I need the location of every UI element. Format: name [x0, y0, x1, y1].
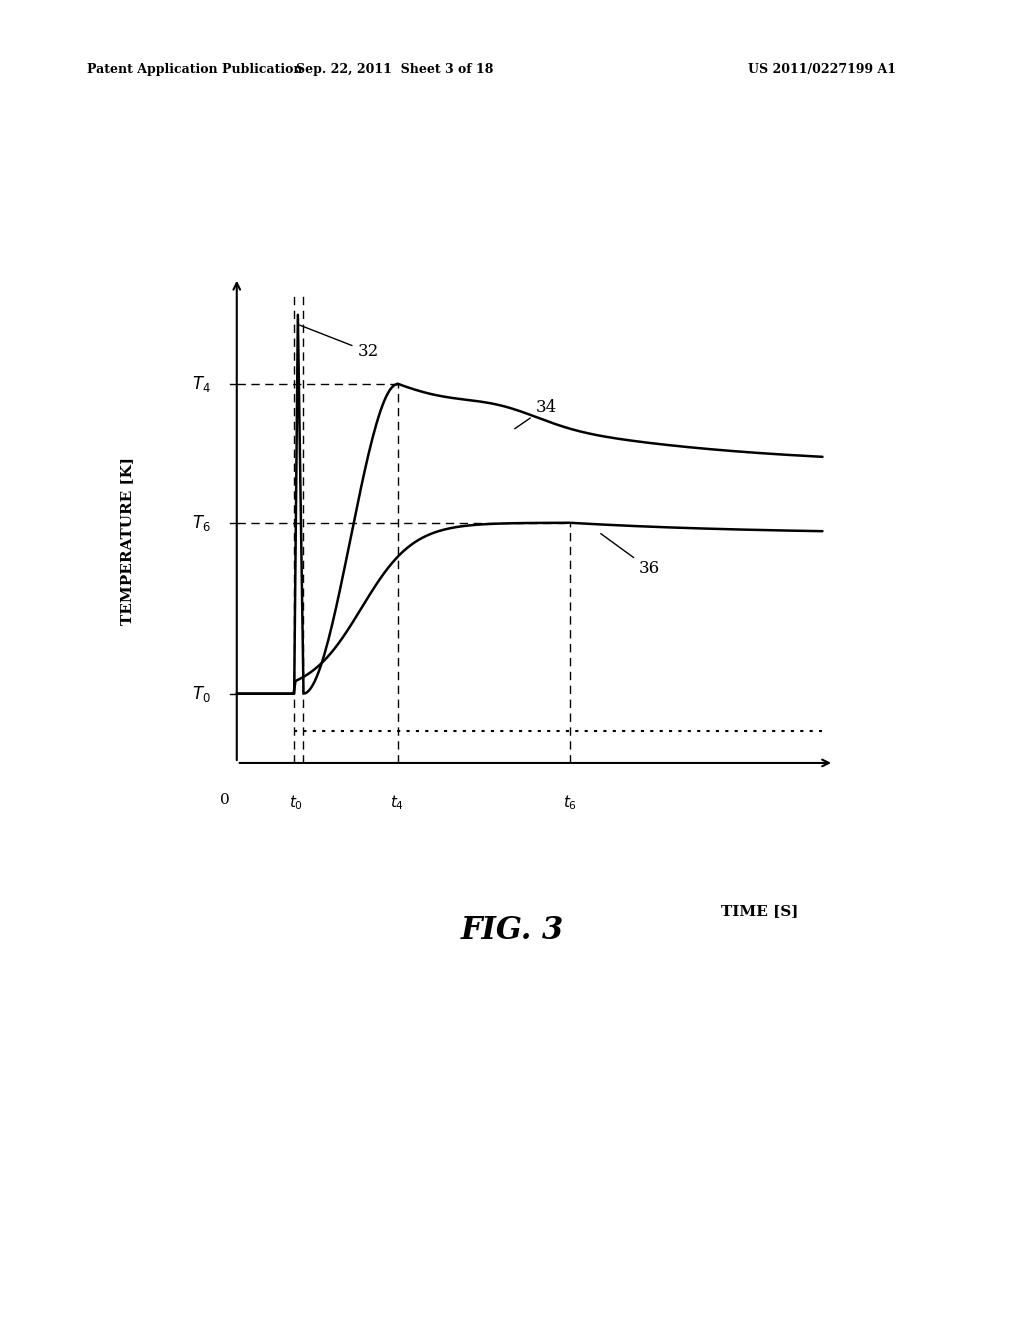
- Text: $t_6$: $t_6$: [563, 793, 577, 812]
- Text: 34: 34: [515, 399, 557, 429]
- Text: 0: 0: [220, 793, 230, 807]
- Text: $T_0$: $T_0$: [193, 684, 211, 704]
- Text: $T_4$: $T_4$: [193, 374, 211, 395]
- Text: $t_0$: $t_0$: [289, 793, 303, 812]
- Text: FIG. 3: FIG. 3: [461, 915, 563, 946]
- Text: Sep. 22, 2011  Sheet 3 of 18: Sep. 22, 2011 Sheet 3 of 18: [296, 63, 493, 77]
- Text: 36: 36: [601, 533, 659, 577]
- Text: 32: 32: [300, 325, 379, 360]
- Text: Patent Application Publication: Patent Application Publication: [87, 63, 302, 77]
- Text: TIME [S]: TIME [S]: [721, 904, 799, 919]
- Text: TEMPERATURE [K]: TEMPERATURE [K]: [120, 457, 134, 626]
- Text: $T_6$: $T_6$: [193, 512, 211, 533]
- Text: $t_4$: $t_4$: [390, 793, 404, 812]
- Text: US 2011/0227199 A1: US 2011/0227199 A1: [748, 63, 896, 77]
